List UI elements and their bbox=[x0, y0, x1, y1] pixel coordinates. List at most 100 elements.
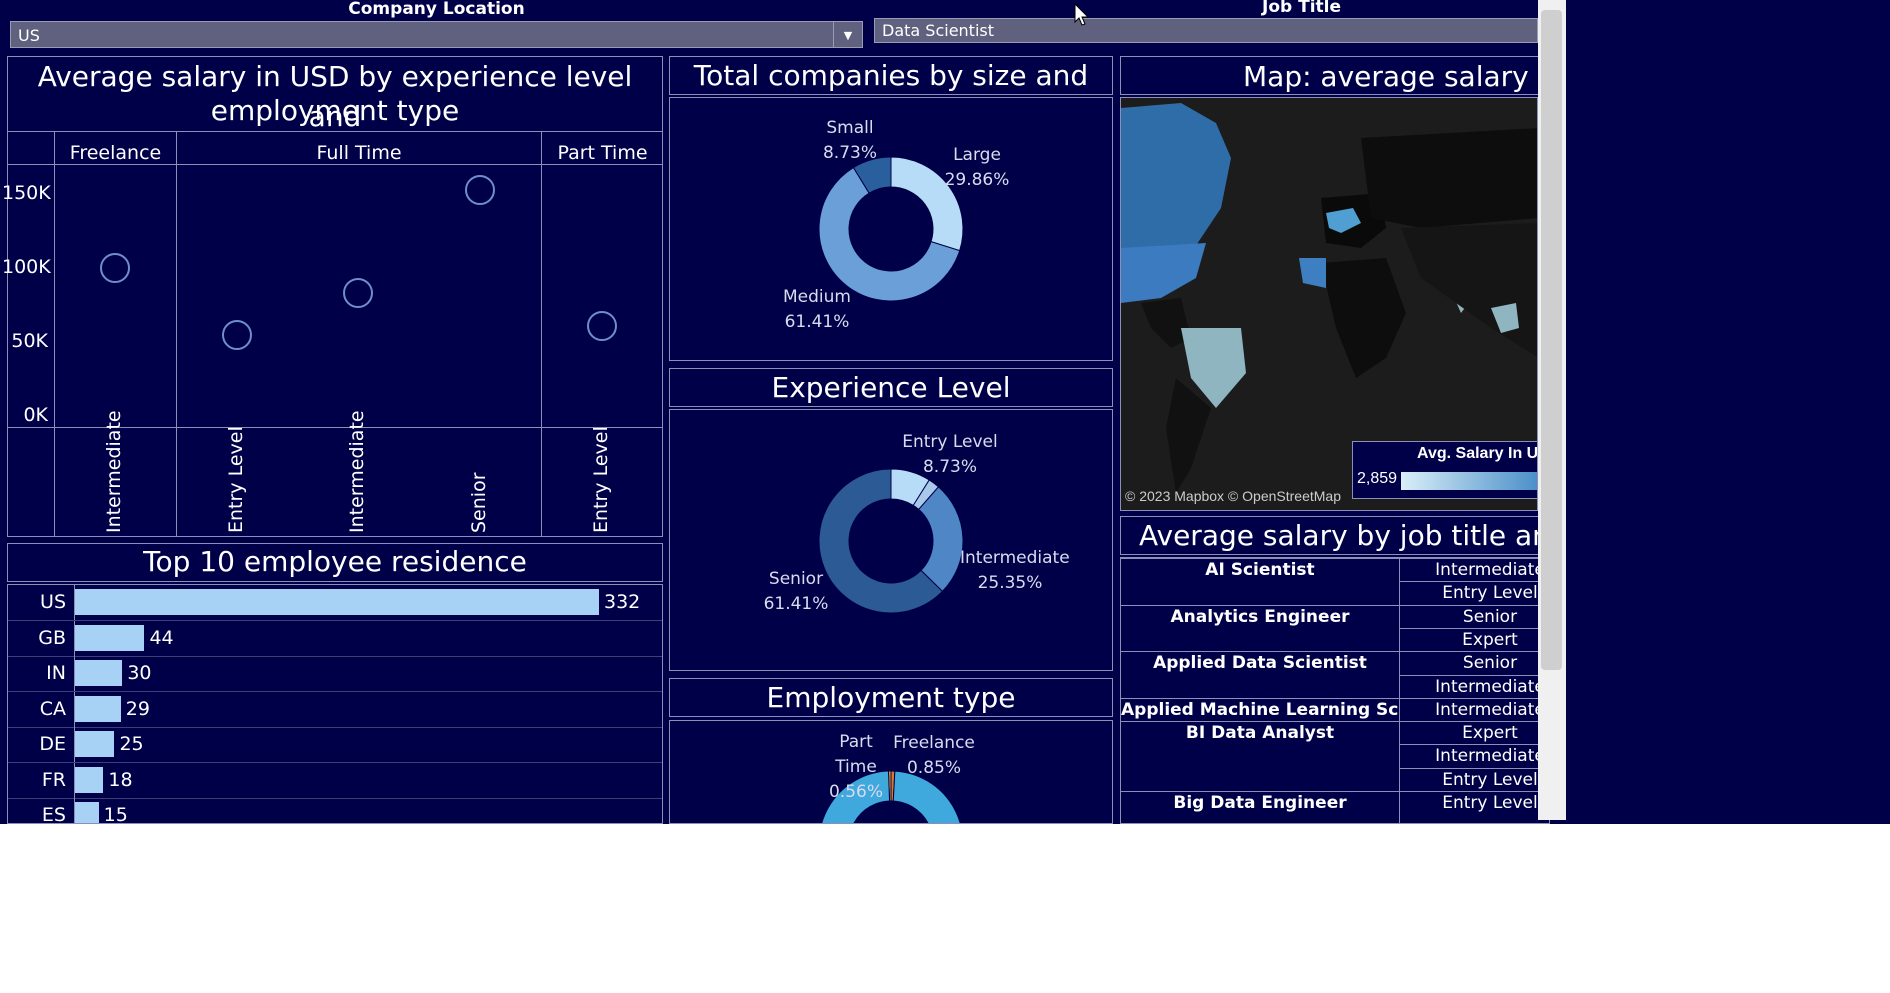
experience-cell: Intermediate bbox=[1400, 697, 1549, 722]
chevron-down-icon[interactable]: ▼ bbox=[833, 22, 862, 47]
residence-value-label: 18 bbox=[108, 768, 133, 791]
company-size-chart-panel: Small 8.73% Large 29.86% Medium 61.41% bbox=[669, 97, 1113, 361]
scatter-point[interactable] bbox=[465, 174, 495, 205]
company-size-slice[interactable] bbox=[890, 156, 964, 252]
y-tick-label: 150K bbox=[2, 182, 51, 205]
experience-donut bbox=[818, 468, 964, 614]
residence-row: FR 18 bbox=[8, 762, 662, 799]
map-mexico bbox=[1141, 298, 1191, 348]
residence-bar[interactable] bbox=[75, 731, 115, 757]
residence-bar[interactable] bbox=[75, 589, 599, 615]
medium-label: Medium 61.41% bbox=[777, 285, 857, 335]
legend-min-value: 2,859 bbox=[1357, 470, 1398, 487]
map-brazil bbox=[1181, 328, 1246, 408]
company-size-title-panel: Total companies by size and location bbox=[669, 56, 1113, 132]
employment-slice[interactable] bbox=[819, 770, 963, 823]
scatter-point[interactable] bbox=[222, 319, 252, 350]
employment-donut bbox=[819, 770, 963, 823]
residence-value-label: 29 bbox=[125, 697, 150, 720]
job-table-row: Intermediate bbox=[1121, 744, 1549, 768]
map-algeria bbox=[1299, 258, 1326, 288]
small-label: Small 8.73% bbox=[810, 116, 890, 166]
column-freelance: Freelance bbox=[69, 142, 162, 164]
residence-bar[interactable] bbox=[75, 802, 99, 823]
residence-country-label: CA bbox=[8, 691, 75, 727]
residence-bar[interactable] bbox=[75, 695, 121, 722]
residence-country-label: ES bbox=[8, 798, 75, 823]
experience-slice[interactable] bbox=[818, 468, 944, 614]
residence-chart-panel: US 332 GB 44 IN 30 CA 29 DE 25 FR 18 ES 15 bbox=[7, 584, 663, 824]
job-table-row: Analytics Engineer Senior bbox=[1121, 604, 1549, 629]
scatter-point[interactable] bbox=[343, 278, 373, 309]
salary-experience-title-1: Average salary in USD by experience leve… bbox=[37, 60, 633, 133]
salary-experience-panel: Average salary in USD by experience leve… bbox=[2, 56, 663, 537]
map-title: Map: average salary by co bbox=[1243, 60, 1549, 93]
vertical-scrollbar[interactable] bbox=[1538, 0, 1566, 820]
experience-title-panel: Experience Level bbox=[669, 368, 1113, 407]
x-category-label: Intermediate bbox=[103, 410, 125, 533]
world-map[interactable]: © 2023 Mapbox © OpenStreetMap Avg. Salar… bbox=[1120, 97, 1538, 511]
residence-row: US 332 bbox=[8, 585, 662, 621]
job-title-cell: Big Data Engineer bbox=[1121, 791, 1399, 815]
small-category: Small bbox=[826, 118, 874, 138]
senior-percent: 61.41% bbox=[763, 594, 829, 614]
residence-row: GB 44 bbox=[8, 620, 662, 657]
residence-value-label: 332 bbox=[604, 591, 641, 613]
map-legend: Avg. Salary In Us 2,859 bbox=[1352, 441, 1538, 499]
experience-cell: Expert bbox=[1400, 627, 1549, 652]
map-usa bbox=[1121, 243, 1206, 303]
job-table-row: Applied Data Scientist Senior bbox=[1121, 651, 1549, 674]
map-attribution: © 2023 Mapbox © OpenStreetMap bbox=[1125, 488, 1341, 504]
company-location-label: Company Location bbox=[348, 0, 525, 19]
scatter-point[interactable] bbox=[587, 310, 617, 341]
residence-country-label: GB bbox=[8, 620, 75, 656]
y-tick-label: 0K bbox=[23, 404, 48, 426]
job-table-row: Expert bbox=[1121, 627, 1549, 652]
job-title-cell: BI Data Analyst bbox=[1121, 721, 1399, 745]
medium-percent: 61.41% bbox=[784, 312, 850, 332]
map-russia bbox=[1361, 128, 1537, 228]
mouse-cursor-icon bbox=[1074, 3, 1090, 26]
residence-country-label: IN bbox=[8, 656, 75, 691]
job-title-table: AI Scientist Intermediate Entry Level Analy… bbox=[1120, 557, 1550, 824]
job-table-row: Applied Machine Learning Scienti..Interm… bbox=[1121, 697, 1549, 722]
job-title-dropdown[interactable]: Data Scientist bbox=[874, 18, 1538, 43]
entry-level-label: Entry Level 8.73% bbox=[898, 430, 1002, 480]
entry-level-category: Entry Level bbox=[902, 432, 998, 452]
job-table-title-panel: Average salary by job title and exp bbox=[1120, 516, 1550, 555]
scatter-point[interactable] bbox=[100, 253, 130, 284]
company-size-slice[interactable] bbox=[852, 156, 892, 194]
residence-country-label: FR bbox=[8, 762, 75, 798]
job-title-value: Data Scientist bbox=[882, 21, 994, 40]
residence-country-label: DE bbox=[8, 727, 75, 762]
company-location-dropdown[interactable]: US ▼ bbox=[10, 21, 863, 48]
column-full-time: Full Time bbox=[316, 142, 402, 164]
large-category: Large bbox=[953, 145, 1001, 165]
scrollbar-thumb[interactable] bbox=[1541, 10, 1562, 670]
residence-bar[interactable] bbox=[75, 766, 104, 793]
residence-row: ES 15 bbox=[8, 798, 662, 824]
senior-label: Senior 61.41% bbox=[756, 567, 836, 617]
legend-title: Avg. Salary In Us bbox=[1417, 445, 1538, 462]
map-southeast-asia bbox=[1491, 303, 1519, 333]
residence-value-label: 15 bbox=[103, 804, 128, 824]
experience-cell: Entry Level bbox=[1400, 791, 1549, 815]
company-size-donut bbox=[818, 156, 964, 302]
company-size-slice[interactable] bbox=[818, 166, 961, 302]
freelance-percent: 0.85% bbox=[906, 758, 961, 778]
job-table-row: Entry Level bbox=[1121, 581, 1549, 604]
small-percent: 8.73% bbox=[822, 143, 877, 163]
residence-bar[interactable] bbox=[75, 660, 123, 686]
experience-cell: Expert bbox=[1400, 721, 1549, 745]
job-title-cell: Applied Machine Learning Scienti.. bbox=[1121, 697, 1399, 720]
x-category-label: Senior bbox=[468, 472, 490, 533]
job-rows: AI Scientist Intermediate Entry Level Analy… bbox=[1121, 558, 1549, 823]
freelance-category: Freelance bbox=[893, 733, 975, 753]
residence-bar[interactable] bbox=[75, 624, 145, 651]
residence-bar-chart: US 332 GB 44 IN 30 CA 29 DE 25 FR 18 ES 15 bbox=[8, 585, 662, 824]
part-time-category: Part Time bbox=[835, 732, 877, 777]
experience-cell: Intermediate bbox=[1400, 744, 1549, 768]
senior-category: Senior bbox=[768, 569, 824, 589]
salary-experience-title-2: employment type bbox=[210, 94, 460, 127]
experience-cell: Senior bbox=[1400, 604, 1549, 629]
